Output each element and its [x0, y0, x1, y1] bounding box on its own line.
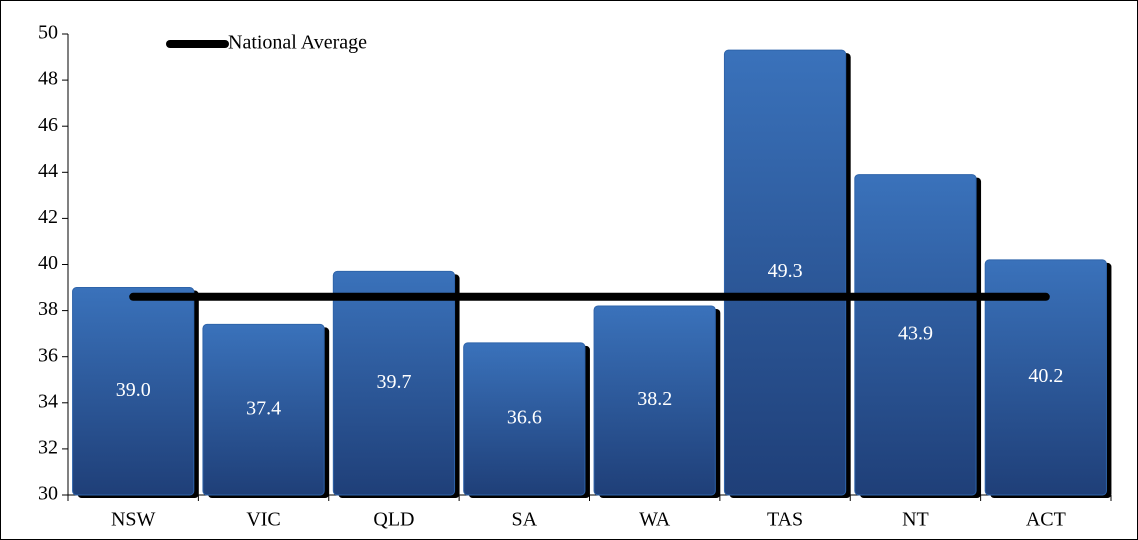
- x-tick-label: WA: [639, 509, 671, 531]
- value-label: 40.2: [1028, 365, 1063, 387]
- y-tick-label: 36: [38, 344, 58, 366]
- value-label: 38.2: [637, 388, 672, 410]
- bar: [593, 305, 716, 496]
- x-tick-label: TAS: [767, 509, 803, 531]
- bar: [463, 342, 586, 496]
- y-tick-label: 50: [38, 22, 58, 44]
- y-tick-label: 40: [38, 252, 58, 274]
- bar: [984, 259, 1107, 496]
- y-tick-label: 38: [38, 298, 58, 320]
- y-tick-label: 48: [38, 68, 58, 90]
- value-label: 49.3: [768, 260, 803, 282]
- y-tick-label: 44: [38, 160, 58, 182]
- x-tick-label: ACT: [1026, 509, 1066, 531]
- y-tick-label: 34: [38, 390, 58, 412]
- value-label: 37.4: [246, 397, 281, 419]
- y-tick-label: 42: [38, 206, 58, 228]
- bar: [332, 270, 456, 496]
- bar: [202, 323, 325, 496]
- x-tick-label: QLD: [373, 509, 414, 531]
- bar: [854, 174, 977, 496]
- y-tick-label: 46: [38, 114, 58, 136]
- bar: [72, 287, 195, 496]
- value-label: 36.6: [507, 407, 542, 429]
- x-tick-label: VIC: [246, 509, 280, 531]
- y-tick-label: 32: [38, 436, 58, 458]
- bar: [723, 49, 847, 496]
- value-label: 43.9: [898, 322, 933, 344]
- y-tick-label: 30: [38, 483, 58, 505]
- value-label: 39.7: [376, 371, 411, 393]
- x-tick-label: SA: [512, 509, 538, 531]
- x-tick-label: NT: [902, 509, 929, 531]
- legend-label: National Average: [228, 32, 367, 54]
- value-label: 39.0: [116, 379, 151, 401]
- x-tick-label: NSW: [111, 509, 156, 531]
